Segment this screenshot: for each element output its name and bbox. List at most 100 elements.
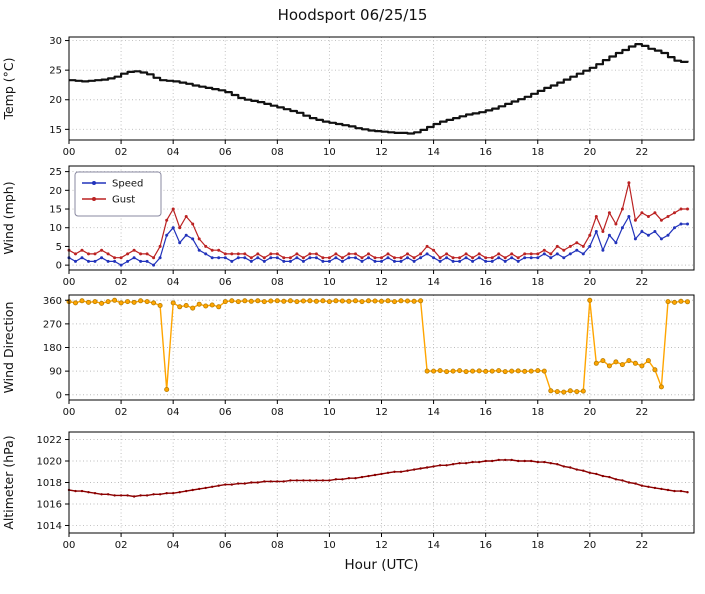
series-altimeter-marker <box>126 494 129 497</box>
series-direction-marker <box>574 389 580 395</box>
x-tick-label: 08 <box>271 407 284 418</box>
series-gust-marker <box>386 252 390 256</box>
y-tick-label: 0 <box>56 261 62 272</box>
x-tick-label: 20 <box>583 407 596 418</box>
series-speed-marker <box>529 256 533 260</box>
series-altimeter-marker <box>556 463 559 466</box>
y-axis-title: Temp (°C) <box>1 57 16 120</box>
series-altimeter-marker <box>308 479 312 482</box>
series-gust-marker <box>223 252 227 256</box>
x-tick-label: 00 <box>63 407 76 418</box>
series-gust-marker <box>301 256 305 260</box>
series-gust-marker <box>126 252 130 256</box>
y-axis-title: Altimeter (hPa) <box>1 435 16 529</box>
series-speed-marker <box>262 259 266 263</box>
series-gust-marker <box>80 248 84 252</box>
x-tick-label: 18 <box>531 147 544 158</box>
series-altimeter-marker <box>191 488 194 492</box>
series-altimeter-marker <box>517 459 520 463</box>
series-altimeter-marker <box>276 480 279 483</box>
series-direction-marker <box>229 298 235 304</box>
chart-title: Hoodsport 06/25/15 <box>277 6 428 24</box>
series-altimeter-marker <box>263 480 266 483</box>
series-gust-marker <box>536 252 540 256</box>
series-gust-marker <box>568 244 572 248</box>
series-speed-marker <box>523 256 527 260</box>
series-direction-marker <box>535 368 541 374</box>
series-direction-marker <box>86 299 92 305</box>
x-tick-label: 08 <box>271 147 284 158</box>
series-altimeter-marker <box>438 464 442 467</box>
series-gust-marker <box>399 256 403 260</box>
y-tick-label: 10 <box>49 223 62 234</box>
series-gust-marker <box>646 215 650 218</box>
series-speed-marker <box>620 226 624 230</box>
series-direction-marker <box>92 299 98 305</box>
series-gust-marker <box>321 256 325 260</box>
x-tick-label: 06 <box>219 540 232 551</box>
series-speed-marker <box>314 256 318 260</box>
series-altimeter-marker <box>582 469 585 472</box>
series-gust-marker <box>178 226 182 230</box>
series-direction-marker <box>248 298 254 304</box>
series-speed-marker <box>666 233 670 237</box>
series-direction-marker <box>522 368 528 374</box>
series-speed-marker <box>321 259 325 263</box>
x-tick-label: 00 <box>63 147 76 158</box>
y-tick-label: 5 <box>56 242 62 253</box>
series-gust-marker <box>197 237 201 241</box>
series-altimeter-marker <box>87 491 90 494</box>
series-altimeter-marker <box>165 492 168 495</box>
series-direction-marker <box>554 389 560 395</box>
series-speed-marker <box>653 230 657 233</box>
series-altimeter-marker <box>367 474 370 478</box>
series-altimeter-marker <box>230 483 233 486</box>
series-direction-marker <box>294 299 300 305</box>
series-speed-marker <box>659 237 663 241</box>
series-speed-marker <box>581 252 585 256</box>
series-altimeter-marker <box>132 495 136 498</box>
y-tick-label: 15 <box>49 205 62 216</box>
series-gust-marker <box>119 256 123 260</box>
series-gust-marker <box>588 233 592 237</box>
x-tick-label: 16 <box>479 147 492 158</box>
series-direction-marker <box>235 299 241 305</box>
series-direction-marker <box>678 298 684 304</box>
series-gust-marker <box>412 256 416 260</box>
series-altimeter-marker <box>172 492 175 495</box>
series-direction-marker <box>157 302 163 308</box>
series-altimeter-marker <box>647 485 650 488</box>
series-altimeter-marker <box>451 463 455 466</box>
y-tick-label: 20 <box>49 186 62 197</box>
series-gust-marker <box>236 252 240 256</box>
series-speed-marker <box>438 259 442 263</box>
x-tick-label: 22 <box>636 277 649 288</box>
series-speed-marker <box>327 259 331 263</box>
x-tick-label: 20 <box>583 540 596 551</box>
series-gust-marker <box>581 244 585 248</box>
x-tick-label: 14 <box>427 277 440 288</box>
series-gust-marker <box>210 248 214 252</box>
series-gust-marker <box>106 252 110 256</box>
series-gust-marker <box>262 256 266 260</box>
series-gust-marker <box>419 252 423 256</box>
series-speed-marker <box>562 256 566 260</box>
series-direction-marker <box>619 362 625 368</box>
series-altimeter-marker <box>491 459 494 463</box>
series-direction-marker <box>177 304 183 310</box>
series-altimeter-marker <box>497 458 500 462</box>
series-altimeter-line <box>68 459 688 498</box>
series-speed-marker <box>601 248 605 252</box>
series-altimeter-marker <box>686 491 689 494</box>
series-altimeter-marker <box>334 478 338 481</box>
x-tick-label: 10 <box>323 147 336 158</box>
series-gust-marker <box>679 207 683 211</box>
series-direction-marker <box>411 298 417 304</box>
x-tick-label: 00 <box>63 277 76 288</box>
series-speed-marker <box>301 259 305 263</box>
series-direction-marker <box>444 369 450 375</box>
x-tick-label: 02 <box>115 147 128 158</box>
series-direction-marker <box>632 360 638 366</box>
series-altimeter-marker <box>627 481 631 484</box>
